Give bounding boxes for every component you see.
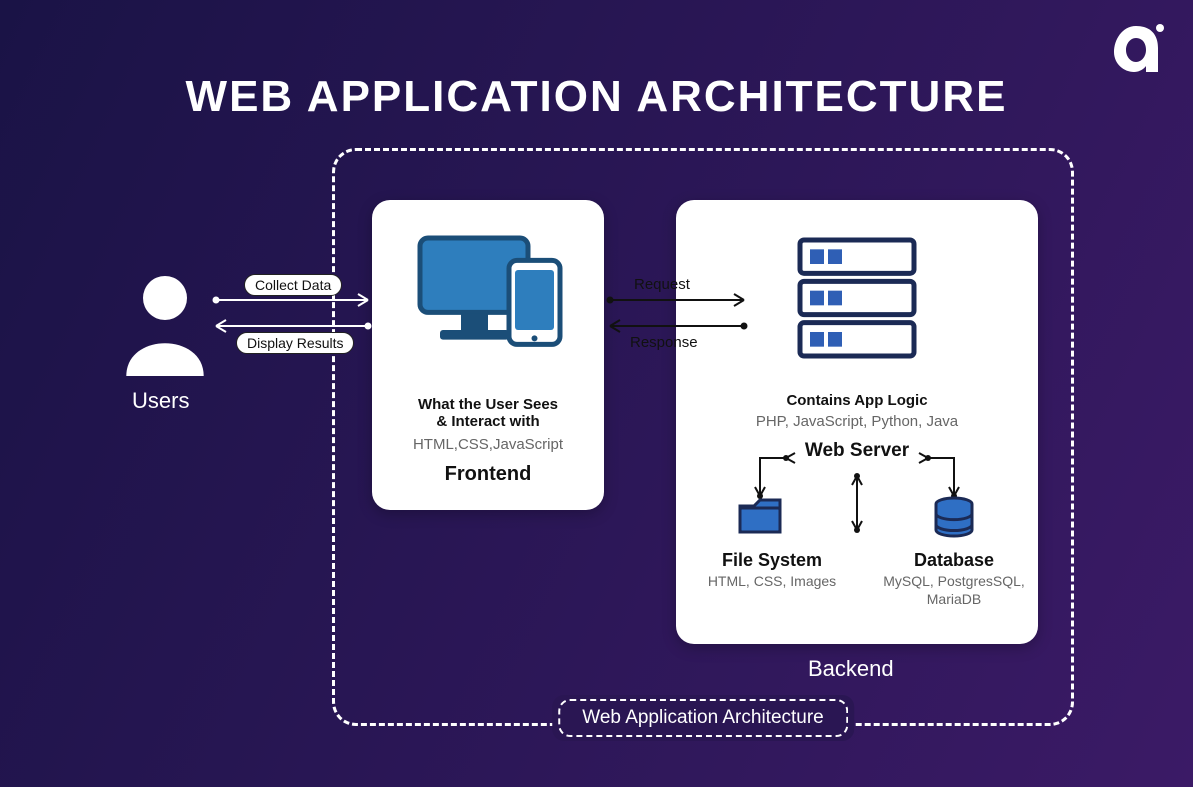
response-label: Response [630, 334, 698, 351]
request-label: Request [634, 276, 690, 293]
frontend-backend-arrows [0, 0, 1193, 787]
